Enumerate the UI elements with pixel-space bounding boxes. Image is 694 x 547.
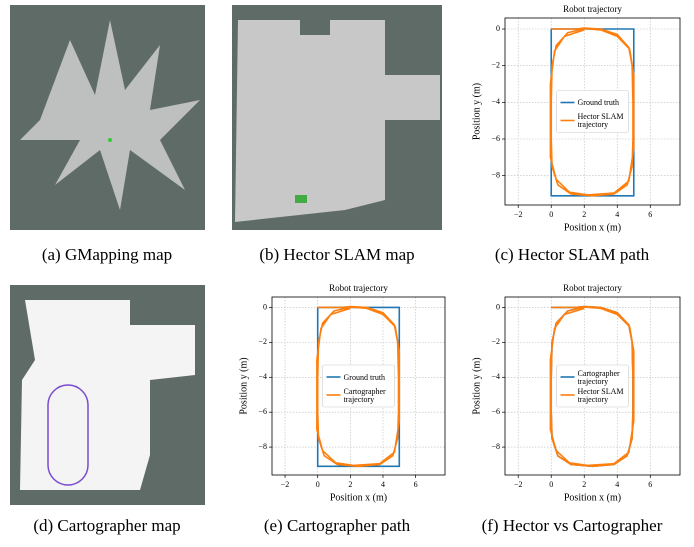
legend-label: Hector SLAM trajectory xyxy=(577,112,624,129)
legend-label: Hector SLAM trajectory xyxy=(577,387,624,404)
caption: (b) Hector SLAM map xyxy=(259,245,414,264)
legend-box xyxy=(556,364,629,408)
caption: (a) GMapping map xyxy=(42,245,172,264)
y-tick-label: −8 xyxy=(491,442,500,451)
y-tick-label: −6 xyxy=(491,407,500,416)
y-tick-label: −6 xyxy=(258,407,267,416)
x-tick-label: 2 xyxy=(348,480,352,489)
x-tick-label: 6 xyxy=(648,480,652,489)
y-tick-label: −2 xyxy=(258,337,267,346)
y-tick-label: 0 xyxy=(263,302,267,311)
chart-title: Robot trajectory xyxy=(563,283,622,293)
y-tick-label: −4 xyxy=(258,372,267,381)
x-tick-label: 2 xyxy=(582,480,586,489)
x-tick-label: 6 xyxy=(414,480,418,489)
x-axis-label: Position x (m) xyxy=(330,492,387,503)
legend-box xyxy=(322,364,395,408)
legend-label: Cartographer trajectory xyxy=(343,387,386,404)
x-tick-label: 4 xyxy=(615,210,619,219)
axes-frame xyxy=(271,296,446,476)
gmapping-map xyxy=(10,5,205,230)
chart-title: Robot trajectory xyxy=(563,4,622,14)
x-tick-label: −2 xyxy=(514,210,523,219)
x-axis-label: Position x (m) xyxy=(564,222,621,233)
x-tick-label: −2 xyxy=(514,480,523,489)
x-tick-label: 2 xyxy=(582,210,586,219)
x-axis-label: Position x (m) xyxy=(564,492,621,503)
legend-entry: Cartographer trajectory xyxy=(577,369,620,386)
y-tick-label: −4 xyxy=(491,372,500,381)
series-line xyxy=(549,305,635,468)
series-line xyxy=(549,27,635,197)
caption: (c) Hector SLAM path xyxy=(495,245,650,264)
caption: (d) Cartographer map xyxy=(33,516,180,535)
legend-entry: Hector SLAM trajectory xyxy=(577,387,624,404)
series-line xyxy=(316,305,401,468)
legend-entry: Hector SLAM trajectory xyxy=(577,112,624,129)
x-tick-label: 0 xyxy=(549,480,553,489)
y-tick-label: 0 xyxy=(496,302,500,311)
legend-entry: Cartographer trajectory xyxy=(343,387,386,404)
y-axis-label: Position y (m) xyxy=(471,83,482,140)
x-tick-label: 6 xyxy=(648,210,652,219)
x-tick-label: 4 xyxy=(381,480,385,489)
legend-label: Ground truth xyxy=(343,372,386,382)
y-tick-label: −4 xyxy=(491,97,500,106)
caption: (f) Hector vs Cartographer xyxy=(482,516,663,535)
y-tick-label: −8 xyxy=(258,442,267,451)
y-axis-label: Position y (m) xyxy=(471,357,482,414)
y-tick-label: −2 xyxy=(491,337,500,346)
legend-label: Cartographer trajectory xyxy=(577,369,620,386)
y-tick-label: −6 xyxy=(491,134,500,143)
y-axis-label: Position y (m) xyxy=(238,357,249,414)
legend-box xyxy=(556,90,629,133)
x-tick-label: 0 xyxy=(316,480,320,489)
axes-frame xyxy=(504,17,681,206)
y-tick-label: −8 xyxy=(491,170,500,179)
y-tick-label: −2 xyxy=(491,60,500,69)
legend-entry: Ground truth xyxy=(577,98,620,107)
x-tick-label: 4 xyxy=(615,480,619,489)
x-tick-label: 0 xyxy=(549,210,553,219)
axes-frame xyxy=(504,296,681,476)
hector-slam-map xyxy=(232,5,442,230)
legend-entry: Ground truth xyxy=(343,372,386,382)
y-tick-label: 0 xyxy=(496,24,500,33)
chart-title: Robot trajectory xyxy=(329,283,388,293)
cartographer-map xyxy=(10,285,205,505)
caption: (e) Cartographer path xyxy=(264,516,411,535)
x-tick-label: −2 xyxy=(281,480,290,489)
legend-label: Ground truth xyxy=(577,98,620,107)
